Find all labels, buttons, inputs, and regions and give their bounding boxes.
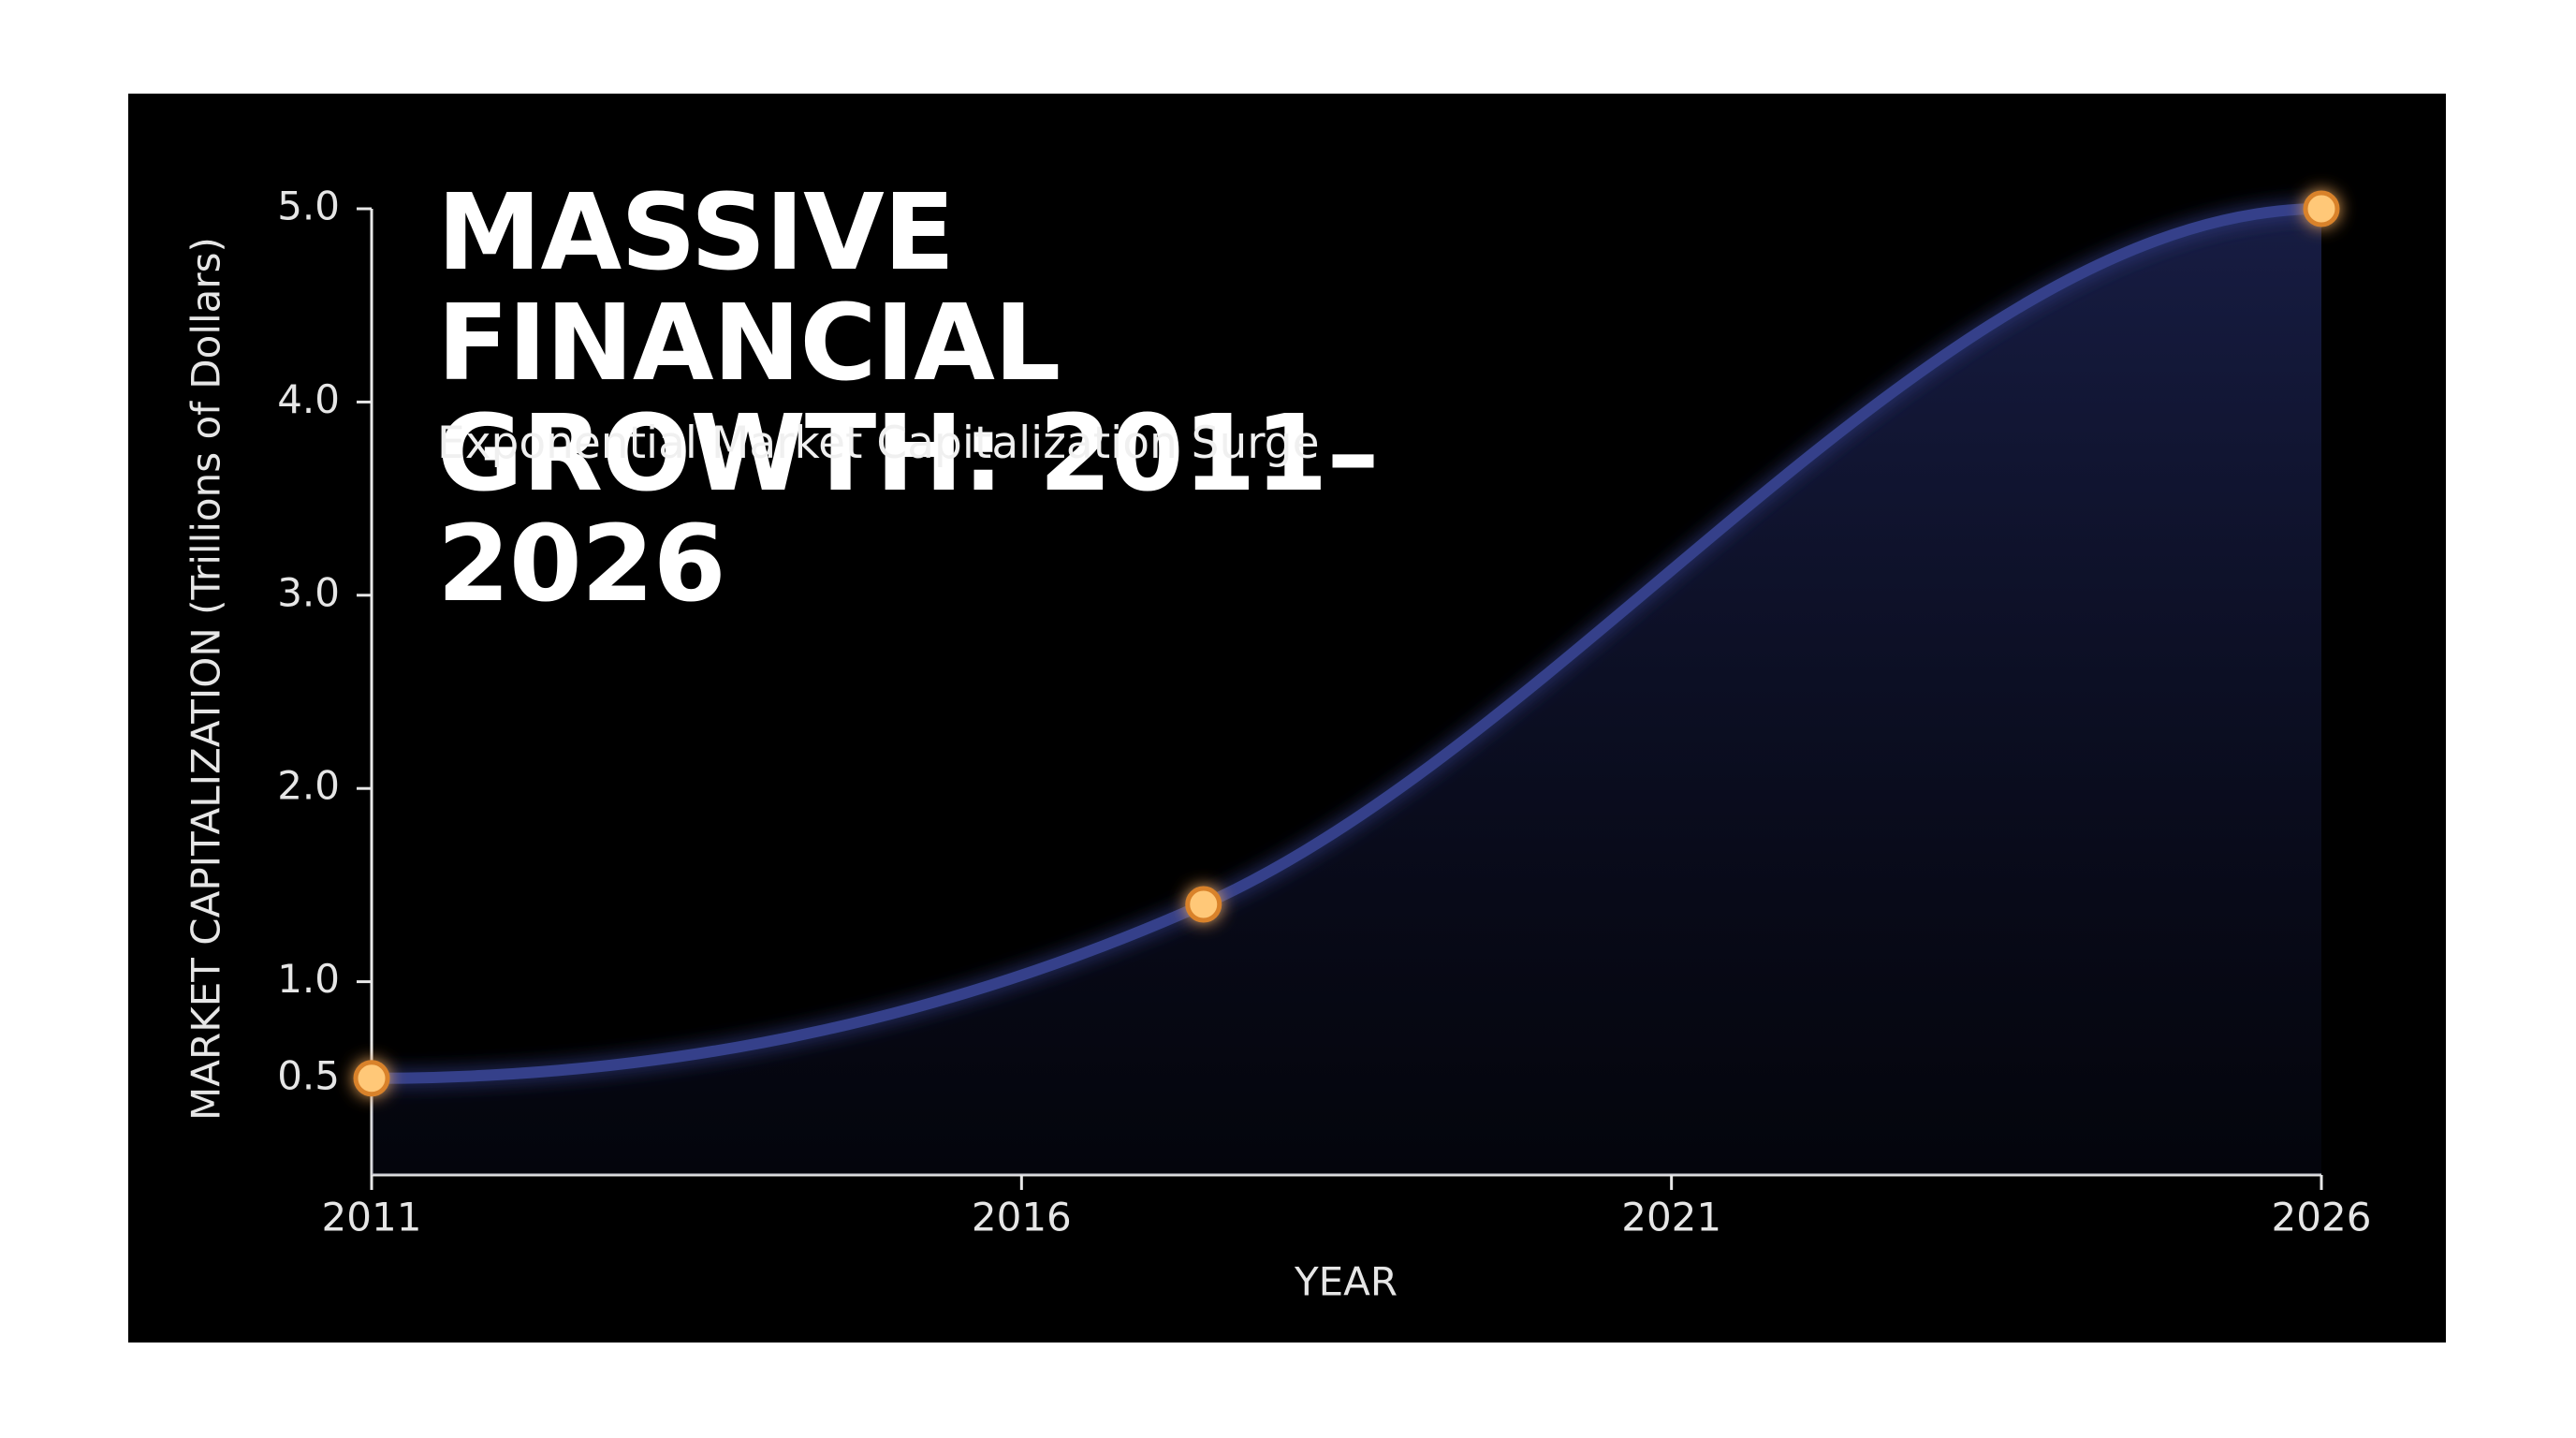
point-marker — [353, 1060, 390, 1097]
x-tick-label: 2026 — [2272, 1195, 2372, 1240]
x-tick-label: 2011 — [322, 1195, 422, 1240]
y-tick-label: 0.5 — [277, 1052, 340, 1098]
y-tick-label: 2.0 — [277, 763, 340, 809]
y-tick-label: 4.0 — [277, 376, 340, 422]
y-tick-label: 1.0 — [277, 956, 340, 1002]
area — [372, 209, 2321, 1175]
line — [371, 203, 2322, 1084]
y-tick-label: 3.0 — [277, 569, 340, 615]
y-axis-title: MARKET CAPITALIZATION (Trillions of Doll… — [183, 237, 229, 1121]
point-marker — [1185, 886, 1222, 923]
y-tick-label: 5.0 — [277, 183, 340, 229]
chart-title: MASSIVE FINANCIAL GROWTH: 2011–2026 — [437, 172, 1380, 625]
x-tick-label: 2021 — [1621, 1195, 1721, 1240]
chart-subtitle: Exponential Market Capitalization Surge — [437, 418, 1320, 469]
point-marker — [2303, 190, 2340, 227]
x-axis-title: YEAR — [1294, 1259, 1398, 1305]
x-tick-label: 2016 — [972, 1195, 1072, 1240]
